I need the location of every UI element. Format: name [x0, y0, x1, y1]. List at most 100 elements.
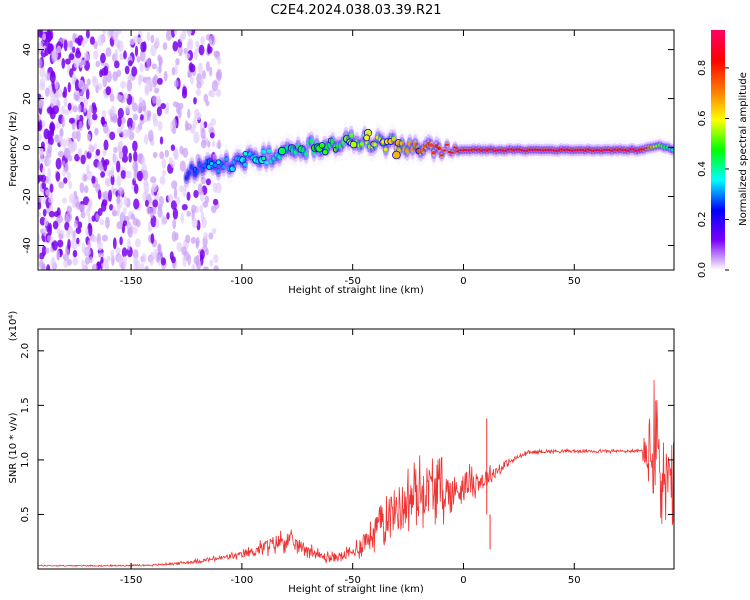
noise-blob [47, 30, 52, 42]
noise-blob [101, 110, 107, 118]
noise-blob [194, 108, 200, 120]
noise-blob [63, 39, 68, 52]
noise-blob [38, 114, 41, 122]
noise-blob [73, 219, 78, 228]
noise-blob [161, 215, 167, 226]
noise-blob [49, 183, 54, 193]
noise-blob [199, 249, 205, 260]
noise-blob [195, 240, 199, 249]
noise-blob [94, 127, 99, 136]
noise-blob [190, 236, 196, 244]
noise-blob [38, 58, 43, 69]
snr-series-line [38, 380, 674, 568]
colorbar-axis: 0.0 0.2 0.4 0.6 0.8 [697, 60, 729, 278]
noise-blob [157, 77, 163, 85]
noise-blob [146, 113, 151, 122]
snr-frame [37, 328, 675, 570]
noise-blob [163, 70, 168, 82]
noise-blob [89, 36, 95, 45]
colorbar-tick-label: 0.4 [697, 161, 708, 177]
noise-blob [116, 160, 121, 173]
noise-blob [141, 156, 146, 165]
noise-blob [185, 52, 191, 60]
noise-blob [171, 180, 178, 190]
noise-blob [132, 120, 136, 130]
ridge-mark [216, 169, 221, 173]
ridge-mark [442, 149, 447, 152]
noise-blob [113, 30, 120, 38]
ridge-mark [243, 162, 247, 167]
noise-blob [56, 45, 62, 54]
ridge-mark [301, 148, 306, 153]
noise-blob [171, 66, 176, 76]
noise-blob [75, 227, 82, 235]
noise-blob [150, 44, 157, 57]
ridge-mark [365, 140, 370, 145]
noise-blob [117, 107, 124, 119]
noise-blob [88, 224, 93, 237]
noise-blob [54, 79, 59, 90]
ridge-blob [363, 134, 371, 142]
noise-blob [208, 232, 214, 240]
noise-blob [196, 81, 202, 89]
noise-blob [135, 238, 141, 248]
noise-blob [38, 123, 42, 132]
noise-blob [72, 257, 79, 266]
x-tick-label: -150 [120, 575, 143, 586]
noise-blob [63, 109, 70, 116]
figure-title: C2E4.2024.038.03.39.R21 [270, 3, 441, 18]
noise-blob [86, 207, 91, 217]
noise-blob [172, 118, 177, 129]
noise-blob [165, 102, 170, 113]
colorbar-tick-label: 0.6 [697, 110, 708, 126]
noise-blob [141, 253, 147, 263]
noise-blob [57, 150, 64, 157]
ridge-mark [187, 171, 192, 176]
colorbar-label: Normalized spectral amplitude [738, 72, 749, 226]
y-tick-label: -40 [22, 237, 33, 253]
noise-blob [102, 30, 107, 35]
noise-blob [191, 204, 197, 214]
noise-blob [215, 88, 222, 97]
noise-blob [157, 204, 162, 211]
noise-blob [110, 174, 115, 186]
noise-blob [100, 171, 105, 178]
noise-blob [109, 204, 114, 211]
noise-blob [182, 255, 187, 267]
noise-blob [39, 67, 46, 78]
noise-blob [133, 183, 139, 195]
noise-blob [83, 185, 89, 194]
noise-blob [129, 38, 135, 45]
noise-blob [64, 221, 70, 231]
noise-blob [123, 195, 128, 207]
noise-blob [116, 144, 122, 153]
noise-blob [101, 199, 108, 207]
noise-blob [83, 51, 90, 64]
noise-blob [179, 185, 184, 193]
noise-blob [205, 61, 210, 72]
noise-blob [140, 41, 146, 53]
noise-blob [188, 38, 192, 47]
noise-blob [112, 71, 119, 82]
noise-blob [135, 219, 141, 228]
ridge-mark [266, 149, 271, 153]
snr-panel: -150 -100 -50 0 50 0.5 1.0 1.5 2.0 Height of st… [8, 311, 675, 595]
noise-blob [103, 65, 109, 76]
noise-blob [132, 140, 138, 152]
noise-blob [50, 91, 55, 99]
noise-blob [38, 252, 45, 260]
noise-blob [200, 139, 207, 149]
noise-blob [100, 52, 106, 64]
noise-blob [81, 40, 86, 48]
noise-blob [122, 145, 128, 156]
ridge-mark [671, 148, 674, 152]
noise-blob [117, 254, 124, 263]
ridge-mark [261, 149, 266, 154]
noise-blob [40, 174, 47, 183]
noise-blob [166, 212, 170, 220]
noise-blob [55, 171, 61, 182]
noise-blob [48, 197, 54, 204]
colorbar-tick-label: 0.8 [697, 60, 708, 76]
noise-blob [42, 166, 46, 176]
